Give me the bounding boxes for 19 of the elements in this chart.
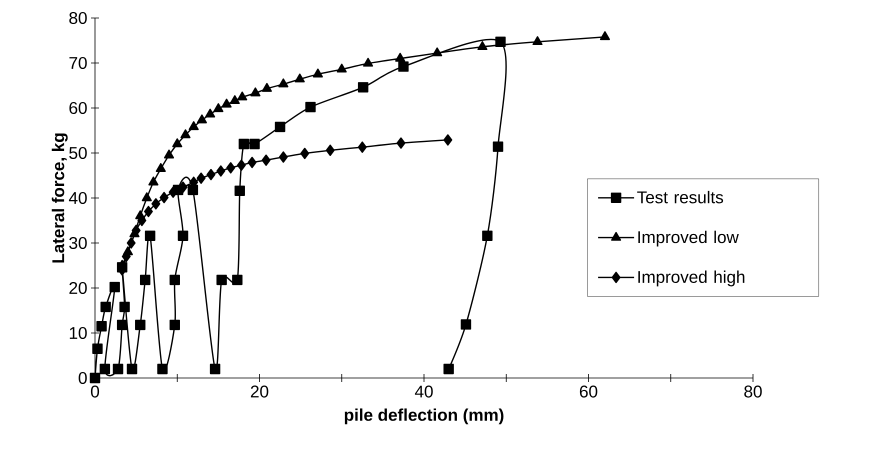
legend-label: Test results (637, 190, 724, 204)
y-tick-label: 50 (69, 146, 87, 160)
y-tick-label: 10 (70, 326, 87, 340)
x-tick-label: 40 (414, 386, 433, 398)
y-tick-label: 80 (69, 12, 87, 24)
legend-label: Improved low (638, 230, 739, 247)
y-tick-label: 60 (69, 102, 87, 114)
y-tick-label: 40 (68, 192, 87, 204)
y-tick-label: 30 (69, 236, 87, 250)
legend-label: Improved high (638, 270, 744, 286)
x-axis-title: pile deflection (mm) (344, 408, 504, 424)
x-tick-label: 60 (580, 386, 598, 398)
x-tick-label: 80 (744, 386, 762, 398)
y-axis-title: Lateral force, kg (52, 133, 68, 263)
y-tick-label: 70 (69, 56, 87, 70)
x-tick-label: 0 (90, 386, 100, 398)
x-tick-label: 20 (250, 386, 268, 398)
y-tick-label: 0 (78, 372, 87, 384)
y-tick-label: 20 (69, 282, 87, 294)
